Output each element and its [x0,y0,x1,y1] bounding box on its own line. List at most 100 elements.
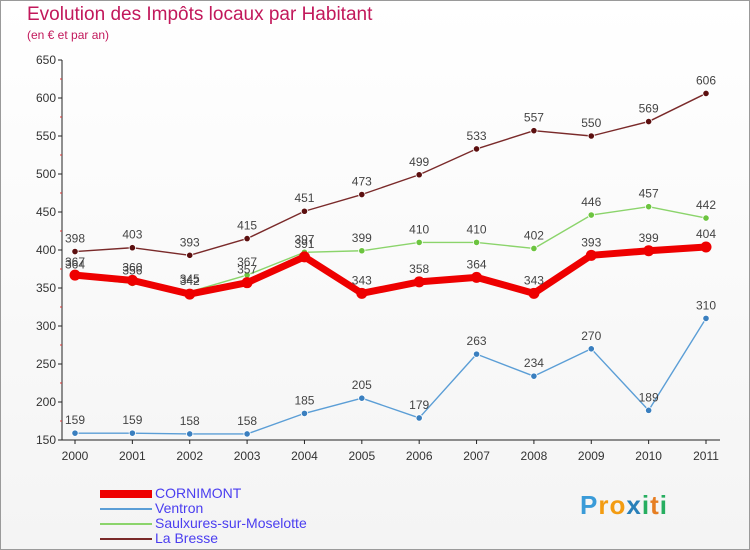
data-label: 364 [65,257,85,271]
legend-label: CORNIMONT [155,485,242,501]
data-label: 533 [467,129,487,143]
data-point [241,277,253,289]
data-point [300,409,309,417]
y-tick-label: 450 [36,205,56,219]
data-point [186,430,194,438]
y-tick-label: 250 [36,357,56,371]
data-label: 557 [524,111,544,125]
data-label: 569 [639,102,659,116]
data-point [530,244,538,253]
x-tick-label: 2009 [578,449,605,463]
x-tick-label: 2002 [176,449,203,463]
data-point [700,241,712,253]
x-tick-label: 2000 [62,449,89,463]
data-point [356,287,368,299]
data-label: 343 [352,273,372,287]
data-point [702,89,710,98]
data-label: 451 [294,191,314,205]
data-label: 473 [352,175,372,189]
legend-item: Ventron [100,500,420,517]
legend-item: La Bresse [100,530,420,547]
data-point [358,247,366,255]
data-point [71,247,79,256]
data-label: 357 [237,263,257,277]
data-label: 606 [696,73,716,87]
legend-swatch [100,490,152,498]
data-point [186,251,194,259]
x-tick-label: 2011 [693,449,719,463]
data-label: 234 [524,356,544,370]
data-label: 404 [696,227,716,241]
data-point [415,238,423,246]
data-label: 391 [294,237,314,251]
data-label: 367 [65,255,85,269]
data-label: 343 [524,273,544,287]
data-point [300,207,309,215]
data-label: 367 [237,255,257,269]
data-point [413,276,425,288]
data-label: 270 [581,329,601,343]
legend-swatch [100,523,152,525]
data-point [645,203,653,211]
data-label: 499 [409,155,429,169]
x-tick-label: 2007 [463,449,490,463]
data-label: 159 [122,413,142,427]
data-point [645,406,653,414]
data-label: 310 [696,298,716,312]
data-label: 399 [639,231,659,245]
data-point [645,117,653,126]
series-line-saulxures-sur-moselotte [74,205,707,293]
data-label: 263 [467,334,487,348]
data-point [528,287,540,299]
data-point [415,171,423,179]
x-tick-label: 2003 [234,449,261,463]
data-point [472,145,481,153]
data-label: 402 [524,228,544,242]
x-tick-label: 2001 [119,449,146,463]
data-point [587,211,595,219]
data-label: 410 [467,222,487,236]
x-tick-label: 2008 [521,449,548,463]
data-label: 345 [180,272,200,286]
data-label: 393 [581,235,601,249]
logo-letter: t [650,490,660,520]
data-point [585,249,597,261]
data-label: 398 [65,232,85,246]
data-label: 159 [65,413,85,427]
legend-item: Saulxures-sur-Moselotte [100,515,420,532]
logo-letter: i [641,490,651,520]
data-point [243,430,251,438]
series-line-ventron [75,318,707,435]
proxiti-logo: Proxiti [580,490,668,521]
data-point [128,429,136,437]
legend-label: Ventron [155,500,204,516]
legend-swatch [100,508,152,510]
data-point [472,238,481,246]
data-label: 356 [122,263,142,277]
data-label: 342 [180,274,200,288]
x-tick-label: 2006 [406,449,433,463]
y-tick-label: 550 [36,129,56,143]
legend-item: CORNIMONT [100,485,420,502]
legend-label: La Bresse [155,530,219,546]
data-point [587,345,595,353]
y-tick-label: 150 [36,433,56,447]
data-label: 364 [467,257,487,271]
y-tick-label: 200 [36,395,56,409]
data-point [471,271,483,283]
logo-letter: i [659,490,668,520]
data-label: 399 [352,231,372,245]
chart-title: Evolution des Impôts locaux par Habitant [27,4,373,25]
data-point [415,414,423,422]
data-label: 415 [237,219,257,233]
data-label: 205 [352,378,372,392]
data-point [358,190,366,199]
data-point [71,429,79,437]
data-point [702,214,710,222]
y-tick-label: 350 [36,281,56,295]
data-label: 158 [237,414,257,428]
data-label: 410 [409,222,429,236]
data-label: 457 [639,187,659,201]
